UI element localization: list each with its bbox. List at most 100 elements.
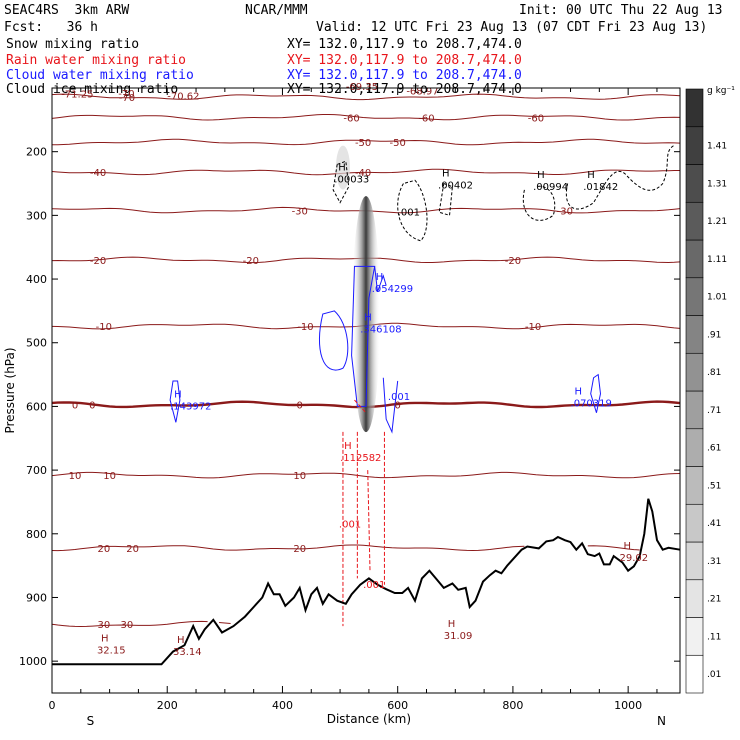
colorbar-cell [685, 352, 704, 392]
isotherm-label: 10 [293, 471, 306, 482]
colorbar-label: 1.31 [707, 179, 727, 189]
isotherm-label: 0 [395, 401, 401, 412]
y-axis-title: Pressure (hPa) [3, 347, 17, 433]
header-init: Init: 00 UTC Thu 22 Aug 13 [519, 3, 723, 18]
terrain-line [52, 498, 681, 666]
colorbar-label: .31 [707, 557, 721, 567]
isotherm-20 [51, 544, 640, 552]
snow-upper-shading [335, 145, 350, 190]
extremum-value: .070319 [571, 398, 612, 409]
isotherm-label: -40 [355, 168, 371, 179]
extremum-value: .054299 [372, 284, 413, 295]
extremum-value: 29.02 [620, 553, 649, 564]
cloudice-contour [565, 144, 675, 210]
colorbar-label: .61 [707, 444, 721, 454]
extremum-value: .01842 [583, 182, 618, 193]
colorbar-cell [685, 466, 704, 505]
extremum-value: 31.09 [444, 631, 473, 642]
colorbar-cell [685, 617, 704, 656]
field-cloudwater-label: Cloud water mixing ratio [6, 68, 194, 83]
cloudice-contour [522, 185, 556, 221]
isotherm-label: 30 [97, 620, 110, 631]
isotherm-label: -50 [390, 138, 406, 149]
colorbar-label: .51 [707, 481, 721, 491]
x-end-label-s: S [87, 714, 95, 728]
extremum-marker: H [575, 386, 583, 397]
cloudwater-contour [374, 266, 387, 292]
isotherm-label: 20 [97, 544, 110, 555]
isotherm--40 [51, 168, 680, 176]
colorbar-cell [685, 503, 704, 543]
extremum-value: .00994 [533, 182, 568, 193]
isotherm-label: 20 [293, 544, 306, 555]
y-tick-label: 700 [26, 464, 47, 477]
isotherm-label: -10 [525, 322, 541, 333]
field-cloudice-xy: XY= 132.0,117.9 to 208.7,474.0 [287, 82, 522, 97]
header-fcst: Fcst: 36 h [4, 20, 98, 35]
extremum-marker: H [364, 313, 372, 324]
y-tick-label: 900 [26, 591, 47, 604]
y-tick-label: 800 [26, 528, 47, 541]
isotherm-label: -60 [528, 113, 544, 124]
field-cloudice-label: Cloud ice mixing ratio [6, 82, 179, 97]
snow-core-shading [352, 196, 380, 433]
isotherm-label: 0 [89, 401, 95, 412]
y-tick-label: 200 [26, 146, 47, 159]
extremum-marker: H [537, 170, 545, 181]
extremum-marker: H [177, 635, 185, 646]
x-tick-label: 0 [49, 699, 56, 712]
field-rain-xy: XY= 132.0,117.9 to 208.7,474.0 [287, 53, 522, 68]
rain-contour [367, 470, 371, 573]
isotherm-label: -60 [343, 113, 359, 124]
top-value-label: -68.97 [406, 86, 438, 97]
isotherm-label: -30 [292, 206, 308, 217]
isotherm--70 [51, 93, 681, 101]
field-rain-label: Rain water mixing ratio [6, 53, 187, 68]
isotherm-label: -10 [96, 322, 112, 333]
hydrometeor-contours [169, 144, 675, 627]
colorbar-label: 1.01 [707, 293, 727, 303]
isotherm-label: -30 [557, 206, 573, 217]
colorbar-label: 1.41 [707, 142, 727, 152]
x-tick-label: 1000 [614, 699, 642, 712]
extremum-value: 33.14 [173, 647, 202, 658]
colorbar: .01 .11 .21 .31 .41 .51 .61 .71 .81 .91 1.01 1.11 1.… [685, 86, 735, 694]
extremum-marker: H [174, 390, 182, 401]
cloudwater-contour [319, 310, 349, 371]
extremum-value: .00033 [334, 174, 369, 185]
top-value-label: -69.35 [346, 82, 378, 93]
isotherm--60 [51, 114, 681, 121]
isotherm-label: -10 [297, 322, 313, 333]
top-value-label: -70.62 [167, 91, 199, 102]
colorbar-cell [685, 390, 704, 430]
extremum-value: .112582 [340, 453, 381, 464]
extremum-marker: H [101, 634, 109, 645]
top-value-label: -71.25 [61, 90, 93, 101]
isotherm-label: 0 [297, 401, 303, 412]
top-value-label: -70 [118, 89, 134, 100]
contour-value-label: .001 [363, 580, 385, 591]
cloudwater-contour [382, 377, 399, 434]
colorbar-cell [685, 654, 704, 694]
colorbar-label: .71 [707, 406, 721, 416]
extremum-value: .00402 [438, 181, 473, 192]
rain-contour [354, 399, 367, 414]
isotherm-label: -60 [418, 113, 434, 124]
cloudwater-contour [169, 380, 181, 423]
contour-value-label: .001 [388, 392, 410, 403]
isotherm-label: 20 [126, 544, 139, 555]
colorbar-cell [685, 88, 704, 128]
cloudice-contour [397, 179, 428, 242]
cloudwater-contour [590, 373, 601, 413]
colorbar-label: .11 [707, 632, 721, 642]
x-end-label-n: N [657, 714, 666, 728]
isotherm-label: 10 [103, 471, 116, 482]
contour-value-label: .001 [339, 519, 361, 530]
cloudice-contour [332, 160, 350, 204]
x-tick-label: 600 [387, 699, 408, 712]
cloudice-contour [438, 182, 453, 217]
colorbar-label: 1.11 [707, 255, 727, 265]
colorbar-cell [685, 428, 704, 467]
isotherm-label: -40 [90, 168, 106, 179]
